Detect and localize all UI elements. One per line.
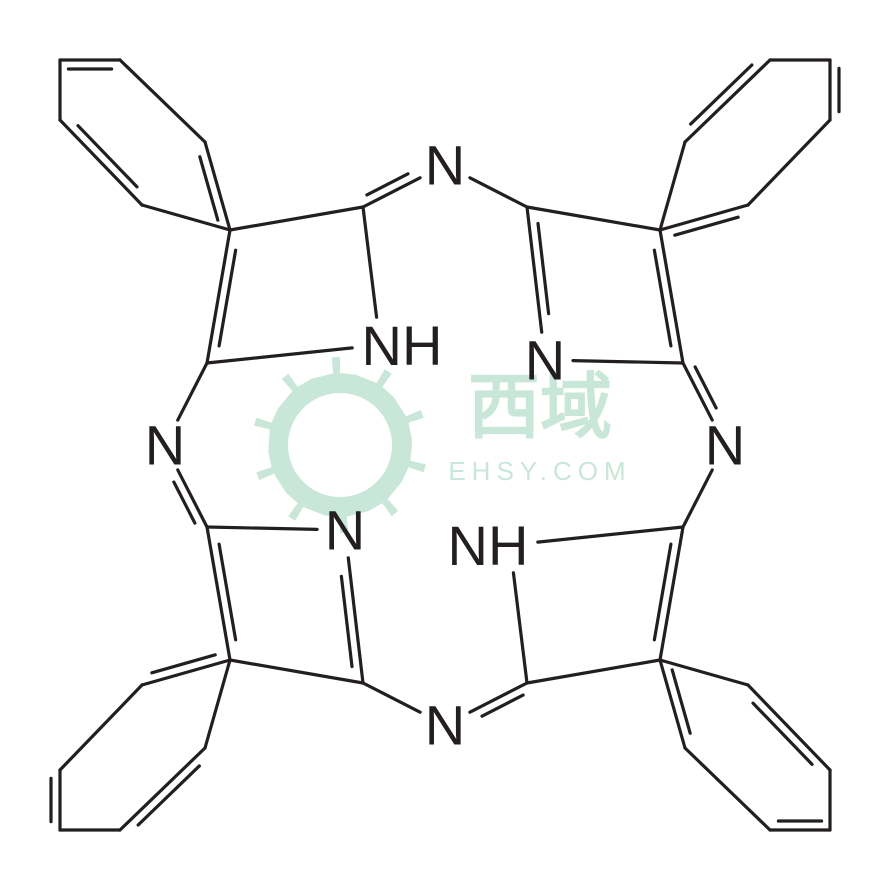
atom-N_top: N xyxy=(425,134,465,197)
atom-N_right: N xyxy=(705,414,745,477)
atom-label-layer: N N N N NH NH N N xyxy=(145,134,745,757)
structure-canvas: 西域EHSY.COM N N N N NH NH N N xyxy=(0,0,890,890)
atom-NH_ul: NH xyxy=(362,314,443,377)
atom-N_left: N xyxy=(145,414,185,477)
atom-N_ur: N xyxy=(525,329,565,392)
watermark-text-sub: EHSY.COM xyxy=(448,456,631,486)
watermark: 西域EHSY.COM xyxy=(254,357,632,533)
atom-N_bottom: N xyxy=(425,694,465,757)
atom-NH_lr: NH xyxy=(448,514,529,577)
atom-N_ll: N xyxy=(325,499,365,562)
